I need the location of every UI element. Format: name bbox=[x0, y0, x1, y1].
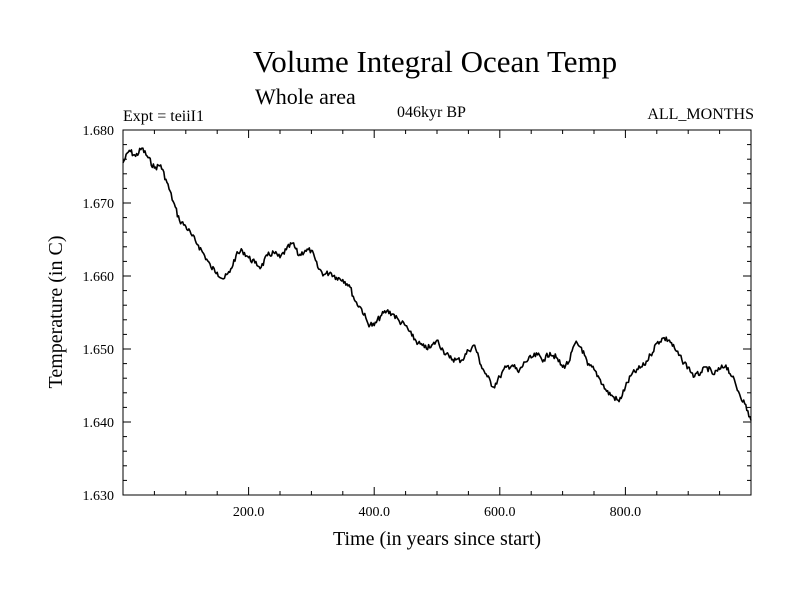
x-tick-label: 200.0 bbox=[233, 505, 265, 520]
x-tick-label: 400.0 bbox=[358, 505, 390, 520]
y-tick-label: 1.660 bbox=[83, 270, 115, 285]
x-axis-label: Time (in years since start) bbox=[333, 528, 541, 550]
experiment-label: Expt = teiiI1 bbox=[123, 108, 205, 125]
x-axis: 200.0 400.0 600.0 800.0 bbox=[153, 130, 721, 520]
chart-subtitle: Whole area bbox=[255, 84, 356, 109]
y-tick-label: 1.630 bbox=[83, 489, 115, 504]
x-tick-label: 600.0 bbox=[484, 505, 516, 520]
chart-title: Volume Integral Ocean Temp bbox=[252, 44, 618, 79]
y-tick-label: 1.670 bbox=[83, 197, 115, 212]
plot-frame bbox=[122, 129, 752, 496]
y-axis: 1.630 1.640 1.650 1.660 1.670 1.680 bbox=[83, 124, 751, 504]
y-tick-label: 1.680 bbox=[83, 124, 115, 139]
months-label: ALL_MONTHS bbox=[647, 106, 754, 123]
y-tick-label: 1.640 bbox=[83, 416, 115, 431]
temperature-series-line bbox=[122, 147, 752, 421]
y-axis-label: Temperature (in C) bbox=[45, 236, 67, 389]
period-label: 046kyr BP bbox=[397, 104, 466, 121]
y-tick-label: 1.650 bbox=[83, 343, 115, 358]
x-tick-label: 800.0 bbox=[610, 505, 642, 520]
